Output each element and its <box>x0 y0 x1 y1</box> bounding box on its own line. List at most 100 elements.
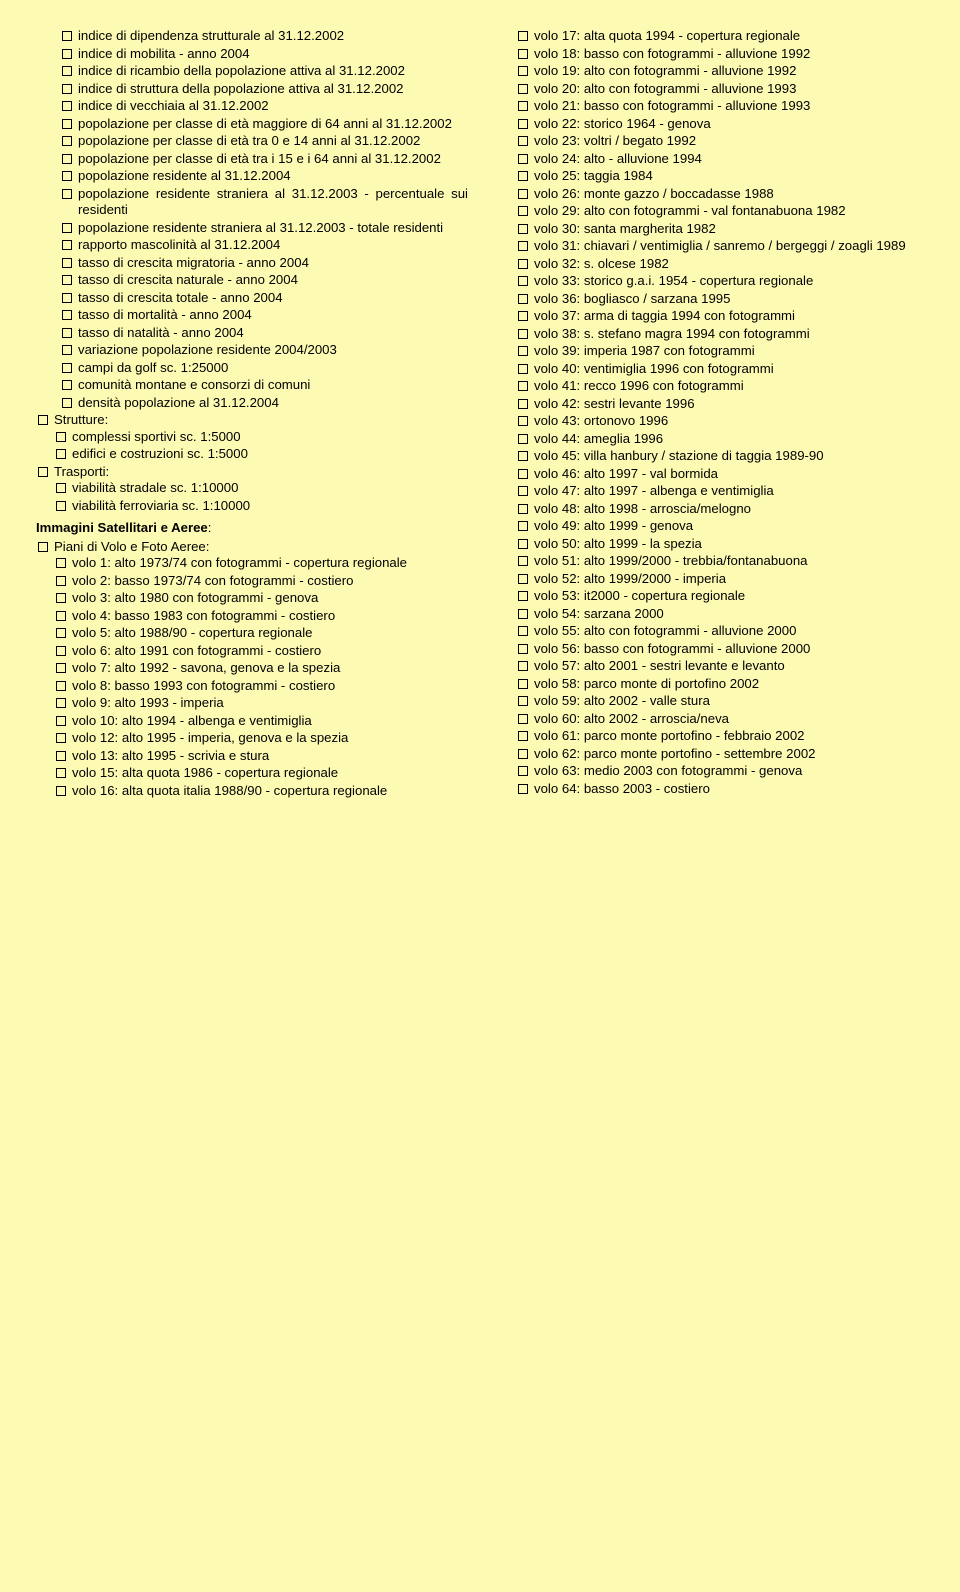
trasporti-section: Trasporti: viabilità stradale sc. 1:1000… <box>36 464 468 515</box>
list-item: volo 5: alto 1988/90 - copertura regiona… <box>54 625 468 642</box>
list-item: volo 32: s. olcese 1982 <box>516 256 924 273</box>
piani-section: Piani di Volo e Foto Aeree: volo 1: alto… <box>36 539 468 800</box>
list-item: indice di vecchiaia al 31.12.2002 <box>60 98 468 115</box>
strutture-section: Strutture: complessi sportivi sc. 1:5000… <box>36 412 468 463</box>
list-item: volo 18: basso con fotogrammi - alluvion… <box>516 46 924 63</box>
list-item: volo 56: basso con fotogrammi - alluvion… <box>516 641 924 658</box>
list-item: indice di ricambio della popolazione att… <box>60 63 468 80</box>
left-column: indice di dipendenza strutturale al 31.1… <box>36 28 468 800</box>
list-item: indice di dipendenza strutturale al 31.1… <box>60 28 468 45</box>
list-item: tasso di crescita naturale - anno 2004 <box>60 272 468 289</box>
list-item: volo 1: alto 1973/74 con fotogrammi - co… <box>54 555 468 572</box>
list-item: volo 39: imperia 1987 con fotogrammi <box>516 343 924 360</box>
list-item: volo 20: alto con fotogrammi - alluvione… <box>516 81 924 98</box>
list-item: volo 45: villa hanbury / stazione di tag… <box>516 448 924 465</box>
list-item: volo 12: alto 1995 - imperia, genova e l… <box>54 730 468 747</box>
list-item: rapporto mascolinità al 31.12.2004 <box>60 237 468 254</box>
list-item: popolazione residente straniera al 31.12… <box>60 220 468 237</box>
list-item: volo 4: basso 1983 con fotogrammi - cost… <box>54 608 468 625</box>
list-item: volo 24: alto - alluvione 1994 <box>516 151 924 168</box>
list-item: volo 22: storico 1964 - genova <box>516 116 924 133</box>
item-list: complessi sportivi sc. 1:5000edifici e c… <box>54 429 468 463</box>
list-item: volo 44: ameglia 1996 <box>516 431 924 448</box>
list-item: volo 17: alta quota 1994 - copertura reg… <box>516 28 924 45</box>
list-item: volo 48: alto 1998 - arroscia/melogno <box>516 501 924 518</box>
list-item: volo 37: arma di taggia 1994 con fotogra… <box>516 308 924 325</box>
list-item: viabilità stradale sc. 1:10000 <box>54 480 468 497</box>
satellite-heading-text: Immagini Satellitari e Aeree <box>36 520 208 535</box>
list-item: volo 9: alto 1993 - imperia <box>54 695 468 712</box>
list-item: complessi sportivi sc. 1:5000 <box>54 429 468 446</box>
list-item: popolazione per classe di età tra i 15 e… <box>60 151 468 168</box>
list-item: volo 29: alto con fotogrammi - val fonta… <box>516 203 924 220</box>
list-item: volo 64: basso 2003 - costiero <box>516 781 924 798</box>
list-item: volo 41: recco 1996 con fotogrammi <box>516 378 924 395</box>
list-item: volo 40: ventimiglia 1996 con fotogrammi <box>516 361 924 378</box>
piani-item: Piani di Volo e Foto Aeree: volo 1: alto… <box>36 539 468 800</box>
list-item: popolazione per classe di età maggiore d… <box>60 116 468 133</box>
list-item: volo 33: storico g.a.i. 1954 - copertura… <box>516 273 924 290</box>
piani-heading: Piani di Volo e Foto Aeree: <box>54 539 209 554</box>
list-item: volo 21: basso con fotogrammi - alluvion… <box>516 98 924 115</box>
list-item: volo 46: alto 1997 - val bormida <box>516 466 924 483</box>
list-item: volo 6: alto 1991 con fotogrammi - costi… <box>54 643 468 660</box>
list-item: volo 58: parco monte di portofino 2002 <box>516 676 924 693</box>
list-item: indice di mobilita - anno 2004 <box>60 46 468 63</box>
list-item: densità popolazione al 31.12.2004 <box>60 395 468 412</box>
list-item: volo 15: alta quota 1986 - copertura reg… <box>54 765 468 782</box>
list-item: volo 49: alto 1999 - genova <box>516 518 924 535</box>
list-item: volo 47: alto 1997 - albenga e ventimigl… <box>516 483 924 500</box>
list-item: volo 55: alto con fotogrammi - alluvione… <box>516 623 924 640</box>
list-item: viabilità ferroviaria sc. 1:10000 <box>54 498 468 515</box>
item-list: indice di dipendenza strutturale al 31.1… <box>36 28 468 411</box>
list-item: tasso di crescita migratoria - anno 2004 <box>60 255 468 272</box>
list-item: volo 26: monte gazzo / boccadasse 1988 <box>516 186 924 203</box>
list-item: volo 36: bogliasco / sarzana 1995 <box>516 291 924 308</box>
list-item: tasso di mortalità - anno 2004 <box>60 307 468 324</box>
voli-list-left: volo 1: alto 1973/74 con fotogrammi - co… <box>54 555 468 799</box>
list-item: volo 13: alto 1995 - scrivia e stura <box>54 748 468 765</box>
section-strutture: Strutture: complessi sportivi sc. 1:5000… <box>36 412 468 463</box>
list-item: volo 16: alta quota italia 1988/90 - cop… <box>54 783 468 800</box>
list-item: volo 3: alto 1980 con fotogrammi - genov… <box>54 590 468 607</box>
colon: : <box>208 520 212 535</box>
list-item: variazione popolazione residente 2004/20… <box>60 342 468 359</box>
item-list: viabilità stradale sc. 1:10000viabilità … <box>54 480 468 514</box>
list-item: edifici e costruzioni sc. 1:5000 <box>54 446 468 463</box>
list-item: volo 43: ortonovo 1996 <box>516 413 924 430</box>
heading-trasporti: Trasporti: <box>54 464 109 479</box>
list-item: volo 51: alto 1999/2000 - trebbia/fontan… <box>516 553 924 570</box>
list-item: popolazione residente al 31.12.2004 <box>60 168 468 185</box>
list-item: volo 57: alto 2001 - sestri levante e le… <box>516 658 924 675</box>
list-item: volo 52: alto 1999/2000 - imperia <box>516 571 924 588</box>
list-item: volo 62: parco monte portofino - settemb… <box>516 746 924 763</box>
list-item: volo 50: alto 1999 - la spezia <box>516 536 924 553</box>
list-item: volo 10: alto 1994 - albenga e ventimigl… <box>54 713 468 730</box>
list-item: volo 7: alto 1992 - savona, genova e la … <box>54 660 468 677</box>
list-item: indice di struttura della popolazione at… <box>60 81 468 98</box>
list-item: popolazione residente straniera al 31.12… <box>60 186 468 219</box>
satellite-heading: Immagini Satellitari e Aeree: <box>36 520 468 537</box>
list-item: volo 23: voltri / begato 1992 <box>516 133 924 150</box>
list-item: volo 31: chiavari / ventimiglia / sanrem… <box>516 238 924 255</box>
list-item: volo 30: santa margherita 1982 <box>516 221 924 238</box>
list-item: volo 19: alto con fotogrammi - alluvione… <box>516 63 924 80</box>
list-item: popolazione per classe di età tra 0 e 14… <box>60 133 468 150</box>
list-item: tasso di crescita totale - anno 2004 <box>60 290 468 307</box>
right-column: volo 17: alta quota 1994 - copertura reg… <box>492 28 924 800</box>
list-item: volo 42: sestri levante 1996 <box>516 396 924 413</box>
list-item: volo 59: alto 2002 - valle stura <box>516 693 924 710</box>
list-item: volo 8: basso 1993 con fotogrammi - cost… <box>54 678 468 695</box>
section-trasporti: Trasporti: viabilità stradale sc. 1:1000… <box>36 464 468 515</box>
list-item: tasso di natalità - anno 2004 <box>60 325 468 342</box>
list-item: volo 63: medio 2003 con fotogrammi - gen… <box>516 763 924 780</box>
list-item: volo 54: sarzana 2000 <box>516 606 924 623</box>
list-item: volo 2: basso 1973/74 con fotogrammi - c… <box>54 573 468 590</box>
list-item: volo 61: parco monte portofino - febbrai… <box>516 728 924 745</box>
list-item: volo 60: alto 2002 - arroscia/neva <box>516 711 924 728</box>
list-item: campi da golf sc. 1:25000 <box>60 360 468 377</box>
heading-strutture: Strutture: <box>54 412 108 427</box>
list-item: comunità montane e consorzi di comuni <box>60 377 468 394</box>
list-item: volo 53: it2000 - copertura regionale <box>516 588 924 605</box>
voli-list-right: volo 17: alta quota 1994 - copertura reg… <box>492 28 924 797</box>
